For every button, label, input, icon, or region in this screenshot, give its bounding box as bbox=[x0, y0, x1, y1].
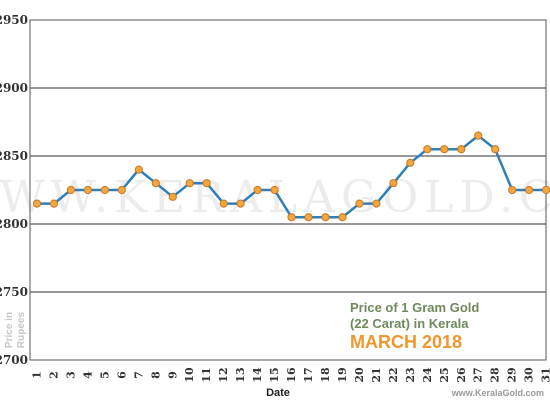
data-point bbox=[389, 179, 398, 188]
data-point bbox=[100, 185, 110, 195]
data-point bbox=[49, 199, 59, 208]
data-point bbox=[491, 145, 500, 154]
x-tick-label: 29 bbox=[506, 367, 519, 382]
data-point bbox=[32, 199, 42, 208]
x-tick-label: 18 bbox=[319, 367, 332, 383]
data-point bbox=[151, 179, 160, 188]
y-tick-label: 2950 bbox=[0, 13, 28, 27]
data-points bbox=[32, 131, 550, 222]
x-tick-label: 1 bbox=[31, 371, 44, 379]
x-tick-label: 6 bbox=[115, 371, 128, 379]
x-tick-label: 23 bbox=[404, 367, 417, 382]
x-tick-label: 26 bbox=[455, 367, 468, 383]
x-tick-label: 27 bbox=[472, 367, 485, 382]
x-axis: 1 2 3 4 5 6 7 8 9 10 11 12 13 14 15 16 17 18 19 20 21 22 23 24 2… bbox=[31, 367, 550, 383]
data-point bbox=[185, 179, 194, 188]
chart-subtitle-line1: Price of 1 Gram Gold bbox=[350, 300, 479, 315]
data-point bbox=[355, 199, 364, 208]
x-tick-label: 21 bbox=[370, 367, 383, 382]
x-tick-label: 7 bbox=[132, 371, 145, 379]
x-tick-label: 31 bbox=[540, 367, 550, 382]
x-tick-label: 2 bbox=[47, 371, 60, 379]
grid bbox=[30, 87, 546, 293]
x-tick-label: 24 bbox=[421, 367, 434, 383]
x-tick-label: 13 bbox=[234, 367, 247, 382]
data-point bbox=[508, 185, 517, 195]
x-tick-label: 17 bbox=[302, 367, 315, 382]
x-tick-label: 30 bbox=[523, 367, 536, 383]
watermark: WWW.KERALAGOLD.COM bbox=[0, 172, 550, 223]
y-axis-label-line2: Rupees bbox=[16, 312, 27, 349]
data-point bbox=[474, 131, 483, 140]
x-tick-label: 3 bbox=[64, 371, 77, 379]
y-tick-label: 2700 bbox=[0, 353, 28, 367]
x-tick-label: 16 bbox=[285, 367, 298, 383]
chart-title: MARCH 2018 bbox=[350, 332, 462, 352]
data-point bbox=[219, 199, 228, 208]
data-point bbox=[83, 185, 93, 195]
y-tick-label: 2900 bbox=[0, 81, 28, 95]
data-point bbox=[338, 213, 347, 222]
data-point bbox=[372, 199, 381, 208]
data-point bbox=[542, 185, 550, 195]
x-tick-label: 11 bbox=[200, 367, 213, 382]
y-axis: 2700 2750 2800 2850 2900 2950 bbox=[0, 13, 28, 367]
chart-subtitle-line2: (22 Carat) in Kerala bbox=[350, 316, 469, 331]
data-point bbox=[168, 192, 177, 201]
y-tick-label: 2750 bbox=[0, 285, 28, 299]
data-point bbox=[117, 185, 126, 195]
x-tick-label: 4 bbox=[81, 371, 94, 379]
data-point bbox=[134, 165, 143, 174]
x-tick-label: 28 bbox=[489, 367, 502, 383]
x-tick-label: 5 bbox=[98, 371, 111, 379]
x-tick-label: 8 bbox=[149, 371, 162, 379]
x-tick-label: 25 bbox=[438, 367, 451, 382]
data-point bbox=[236, 199, 245, 208]
data-point bbox=[423, 145, 432, 154]
site-credit: www.KeralaGold.com bbox=[451, 388, 544, 398]
data-point bbox=[253, 185, 262, 195]
data-point bbox=[440, 145, 449, 154]
y-tick-label: 2800 bbox=[0, 217, 28, 231]
data-point bbox=[321, 213, 330, 222]
y-tick-label: 2850 bbox=[0, 149, 28, 163]
x-tick-label: 9 bbox=[166, 371, 179, 379]
data-point bbox=[66, 185, 76, 195]
y-axis-label-line1: Price in bbox=[4, 312, 15, 348]
x-tick-label: 19 bbox=[336, 367, 349, 382]
data-point bbox=[457, 145, 466, 154]
data-point bbox=[287, 213, 296, 222]
x-tick-label: 12 bbox=[217, 367, 230, 382]
data-point bbox=[270, 185, 279, 195]
x-tick-label: 22 bbox=[387, 367, 400, 382]
x-tick-label: 14 bbox=[251, 367, 264, 383]
x-axis-label: Date bbox=[266, 387, 290, 399]
x-tick-label: 20 bbox=[353, 367, 366, 383]
data-point bbox=[525, 185, 534, 195]
data-point bbox=[202, 179, 211, 188]
x-tick-label: 15 bbox=[268, 367, 281, 382]
x-tick-label: 10 bbox=[183, 367, 196, 383]
data-point bbox=[406, 158, 415, 167]
data-point bbox=[304, 213, 313, 222]
